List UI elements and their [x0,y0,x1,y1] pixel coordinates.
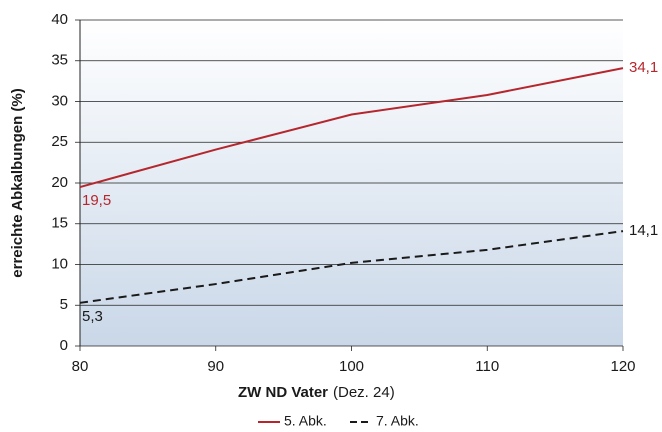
data-label: 14,1 [629,222,658,239]
x-axis-label: ZW ND Vater (Dez. 24) [238,384,395,401]
x-axis-title: ZW ND Vater [238,384,328,401]
y-tick-label: 5 [60,296,68,313]
y-tick-label: 15 [51,215,68,232]
data-label: 19,5 [82,192,111,209]
x-tick-label: 120 [610,358,635,375]
series-line [79,230,624,304]
data-label: 5,3 [82,308,103,325]
y-tick-label: 25 [51,133,68,150]
series-line [79,67,624,189]
x-axis-note: (Dez. 24) [333,384,395,401]
y-axis-label: erreichte Abkalbungen (%) [9,88,26,277]
y-tick-label: 30 [51,92,68,109]
y-tick-label: 35 [51,52,68,69]
x-tick-label: 100 [339,358,364,375]
y-tick-label: 20 [51,174,68,191]
y-tick-label: 40 [51,11,68,28]
x-tick-label: 80 [72,358,89,375]
y-tick-label: 0 [60,337,68,354]
legend-label: 7. Abk. [376,413,419,429]
x-tick-label: 110 [475,358,499,375]
y-tick-label: 10 [51,255,68,272]
x-tick-label: 90 [207,358,224,375]
legend-label: 5. Abk. [284,413,327,429]
data-label: 34,1 [629,59,658,76]
